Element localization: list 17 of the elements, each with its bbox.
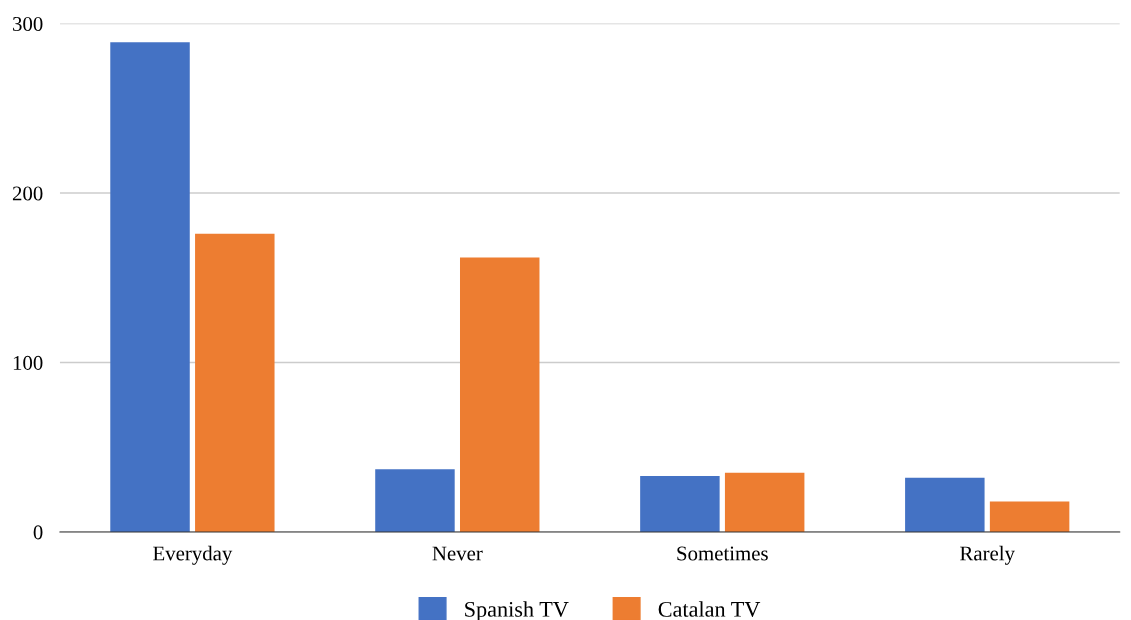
y-tick-label: 300 — [13, 16, 43, 31]
bar — [195, 233, 275, 532]
x-tick-label: Rarely — [960, 545, 1015, 565]
x-tick-label: Everyday — [153, 545, 233, 565]
y-tick-label: 200 — [12, 186, 43, 201]
x-tick-label: Sometimes — [677, 546, 768, 561]
bar — [989, 501, 1070, 532]
y-tick-label: 100 — [13, 355, 43, 370]
bar — [905, 477, 985, 532]
bar — [460, 257, 540, 532]
y-tick-label: 0 — [33, 525, 43, 540]
bar — [375, 469, 455, 532]
bar — [640, 476, 720, 532]
legend-label: Catalan TV — [658, 601, 761, 617]
bar — [110, 42, 190, 532]
x-tick-label: Never — [432, 546, 483, 561]
bar — [724, 472, 805, 532]
